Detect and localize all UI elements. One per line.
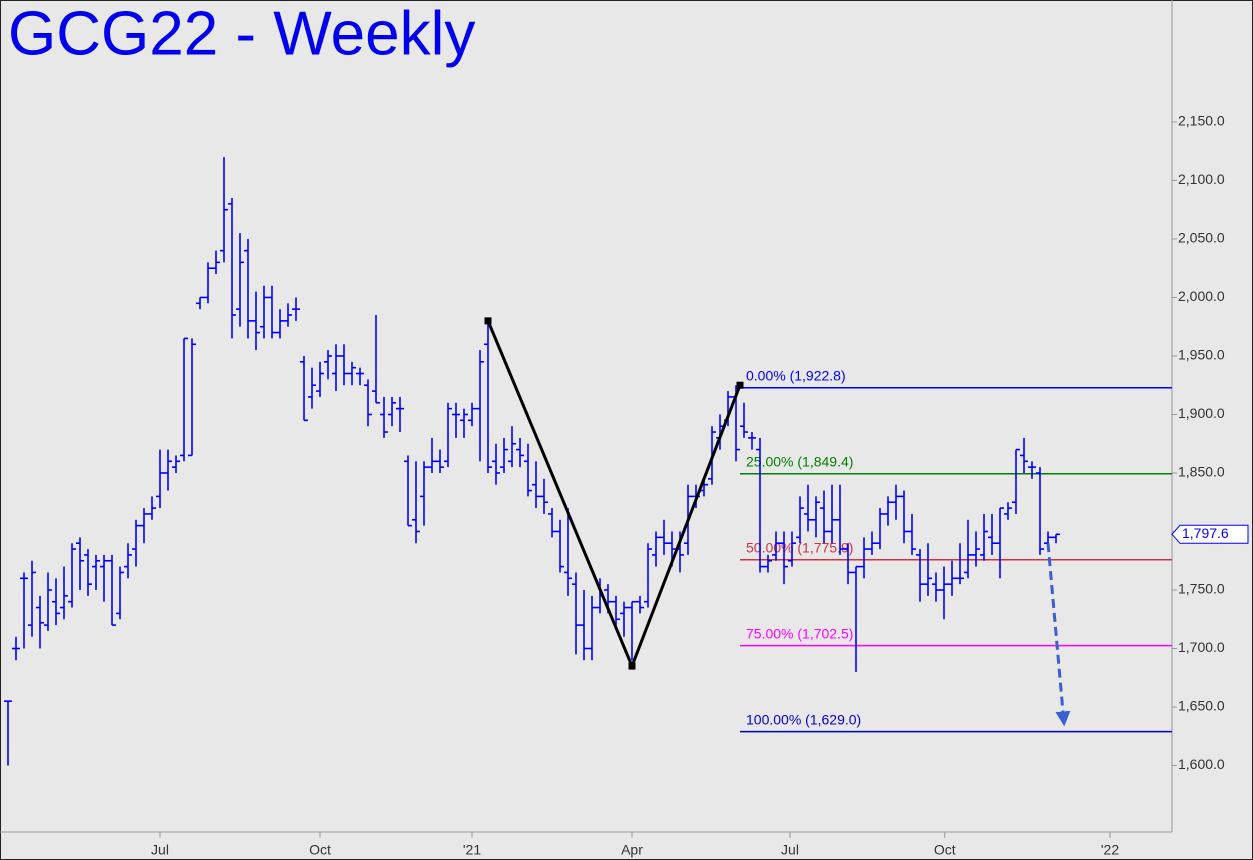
y-tick-label: 1,750.0 xyxy=(1178,581,1225,597)
x-tick-label: Apr xyxy=(621,842,643,858)
x-tick-label: Jul xyxy=(151,842,169,858)
level-label: 100.00% (1,629.0) xyxy=(746,711,861,727)
pattern-point xyxy=(736,381,744,389)
level-label: 75.00% (1,702.5) xyxy=(746,625,853,641)
x-tick-label: Oct xyxy=(934,842,956,858)
chart-title: GCG22 - Weekly xyxy=(8,0,475,68)
y-tick-label: 1,600.0 xyxy=(1178,756,1225,772)
y-tick-label: 1,950.0 xyxy=(1178,347,1225,363)
x-tick-label: '22 xyxy=(1101,842,1119,858)
level-label: 50.00% (1,775.9) xyxy=(746,539,853,555)
x-tick-label: Oct xyxy=(309,842,331,858)
y-tick-label: 2,150.0 xyxy=(1178,113,1225,129)
y-tick-label: 1,650.0 xyxy=(1178,698,1225,714)
x-tick-label: '21 xyxy=(463,842,481,858)
x-tick-label: Jul xyxy=(781,842,799,858)
y-tick-label: 2,100.0 xyxy=(1178,171,1225,187)
y-tick-label: 1,900.0 xyxy=(1178,405,1225,421)
y-tick-label: 2,000.0 xyxy=(1178,288,1225,304)
pattern-point xyxy=(484,317,492,325)
level-label: 0.00% (1,922.8) xyxy=(746,368,846,384)
y-tick-label: 1,700.0 xyxy=(1178,639,1225,655)
projection-arrow xyxy=(1046,543,1071,727)
y-tick-label: 1,850.0 xyxy=(1178,464,1225,480)
price-tag-label: 1,797.6 xyxy=(1182,525,1229,541)
price-tag xyxy=(1171,524,1249,544)
level-label: 25.00% (1,849.4) xyxy=(746,453,853,469)
pattern-point xyxy=(628,662,636,670)
y-tick-label: 2,050.0 xyxy=(1178,230,1225,246)
